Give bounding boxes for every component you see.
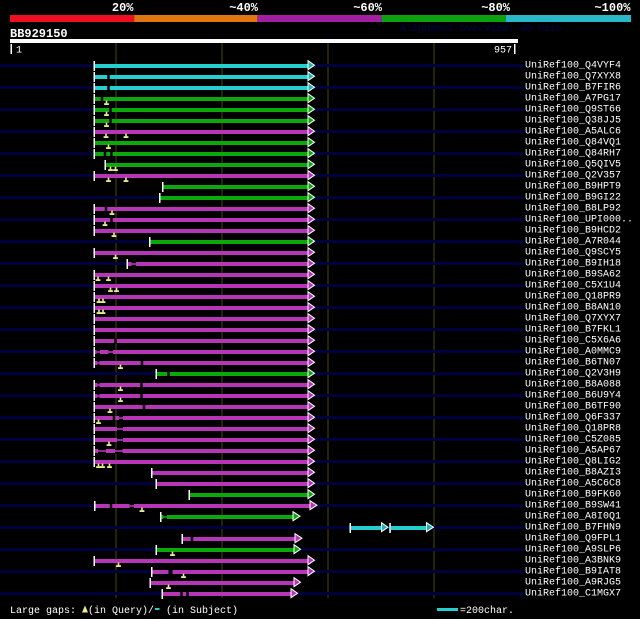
svg-text:UniRef100_A7R044: UniRef100_A7R044 [525, 236, 621, 248]
svg-text:UniRef100_Q2V3H9: UniRef100_Q2V3H9 [525, 368, 621, 380]
svg-text:UniRef100_B6TN07: UniRef100_B6TN07 [525, 357, 621, 369]
svg-text:UniRef100_A3BNK9: UniRef100_A3BNK9 [525, 555, 621, 567]
svg-text:1: 1 [16, 46, 22, 57]
svg-text:UniRef100_Q5QIV5: UniRef100_Q5QIV5 [525, 159, 621, 171]
svg-text:UniRef100_B6U9Y4: UniRef100_B6U9Y4 [525, 390, 621, 402]
svg-text:UniRef100_UPI000..: UniRef100_UPI000.. [525, 214, 633, 226]
svg-text:UniRef100_Q6F337: UniRef100_Q6F337 [525, 412, 621, 424]
svg-text:UniRef100_C5Z085: UniRef100_C5Z085 [525, 434, 621, 446]
svg-text:UniRef100_Q7XYX7: UniRef100_Q7XYX7 [525, 313, 621, 325]
svg-text:UniRef100_Q4VYF4: UniRef100_Q4VYF4 [525, 60, 621, 72]
svg-text:UniRef100_A5C6C8: UniRef100_A5C6C8 [525, 478, 621, 490]
svg-text:UniRef100_B9IAT8: UniRef100_B9IAT8 [525, 566, 621, 578]
svg-text:UniRef100_B9FK60: UniRef100_B9FK60 [525, 489, 621, 501]
svg-text:UniRef100_B8AN10: UniRef100_B8AN10 [525, 302, 621, 314]
svg-text:UniRef100_C5X1U4: UniRef100_C5X1U4 [525, 280, 621, 292]
svg-text:UniRef100_B9GI22: UniRef100_B9GI22 [525, 192, 621, 204]
svg-text:UniRef100_B9HCD2: UniRef100_B9HCD2 [525, 225, 621, 237]
svg-text:UniRef100_Q2V357: UniRef100_Q2V357 [525, 170, 621, 182]
svg-text:UniRef100_Q9SCY5: UniRef100_Q9SCY5 [525, 247, 621, 259]
svg-text:957: 957 [494, 46, 512, 57]
svg-text:~80%: ~80% [481, 1, 511, 15]
svg-text:UniRef100_B7FHN9: UniRef100_B7FHN9 [525, 522, 621, 534]
svg-text:Alignment overview: 49 hits: Alignment overview: 49 hits [400, 23, 562, 35]
svg-text:UniRef100_Q84VQ1: UniRef100_Q84VQ1 [525, 137, 621, 149]
svg-text:UniRef100_B9IH18: UniRef100_B9IH18 [525, 258, 621, 270]
svg-text:UniRef100_Q8LIG2: UniRef100_Q8LIG2 [525, 456, 621, 468]
svg-text:UniRef100_B9HPT9: UniRef100_B9HPT9 [525, 181, 621, 193]
svg-text:UniRef100_A0MMC9: UniRef100_A0MMC9 [525, 346, 621, 358]
svg-text:~100%: ~100% [594, 1, 631, 15]
svg-text:20%: 20% [112, 1, 134, 15]
svg-text:UniRef100_B7FIR6: UniRef100_B7FIR6 [525, 82, 621, 94]
svg-text:UniRef100_A5AP67: UniRef100_A5AP67 [525, 445, 621, 457]
svg-text:UniRef100_B9SA62: UniRef100_B9SA62 [525, 269, 621, 281]
svg-text:(in Query)/: (in Query)/ [88, 605, 154, 617]
svg-text:UniRef100_Q18PR9: UniRef100_Q18PR9 [525, 291, 621, 303]
svg-text:UniRef100_C5X6A6: UniRef100_C5X6A6 [525, 335, 621, 347]
svg-text:UniRef100_A5ALC6: UniRef100_A5ALC6 [525, 126, 621, 138]
svg-text:UniRef100_A9SLP6: UniRef100_A9SLP6 [525, 544, 621, 556]
svg-text:Large gaps:: Large gaps: [10, 606, 76, 617]
svg-text:UniRef100_C1MGX7: UniRef100_C1MGX7 [525, 588, 621, 600]
svg-text:UniRef100_Q18PR8: UniRef100_Q18PR8 [525, 423, 621, 435]
svg-text:UniRef100_B9SW41: UniRef100_B9SW41 [525, 500, 621, 512]
svg-text:UniRef100_A7PG17: UniRef100_A7PG17 [525, 93, 621, 105]
svg-text:UniRef100_B8A088: UniRef100_B8A088 [525, 379, 621, 391]
svg-text:BB929150: BB929150 [10, 27, 68, 41]
svg-text:UniRef100_Q38JJ5: UniRef100_Q38JJ5 [525, 115, 621, 127]
svg-text:UniRef100_B8LP92: UniRef100_B8LP92 [525, 203, 621, 215]
svg-text:~40%: ~40% [229, 1, 259, 15]
svg-text:UniRef100_Q84RH7: UniRef100_Q84RH7 [525, 148, 621, 160]
svg-text:UniRef100_A9RJG5: UniRef100_A9RJG5 [525, 577, 621, 589]
svg-text:=200char.: =200char. [460, 605, 514, 617]
svg-text:UniRef100_B6TF90: UniRef100_B6TF90 [525, 401, 621, 413]
svg-text:(in Subject): (in Subject) [166, 605, 238, 617]
svg-text:~60%: ~60% [353, 1, 383, 15]
svg-text:UniRef100_B8AZI3: UniRef100_B8AZI3 [525, 467, 621, 479]
svg-text:UniRef100_Q7XYX8: UniRef100_Q7XYX8 [525, 71, 621, 83]
svg-text:UniRef100_Q9FPL1: UniRef100_Q9FPL1 [525, 533, 621, 545]
svg-text:UniRef100_Q9ST66: UniRef100_Q9ST66 [525, 104, 621, 116]
svg-text:UniRef100_B7FKL1: UniRef100_B7FKL1 [525, 324, 621, 336]
svg-text:UniRef100_A8I0Q1: UniRef100_A8I0Q1 [525, 511, 621, 523]
